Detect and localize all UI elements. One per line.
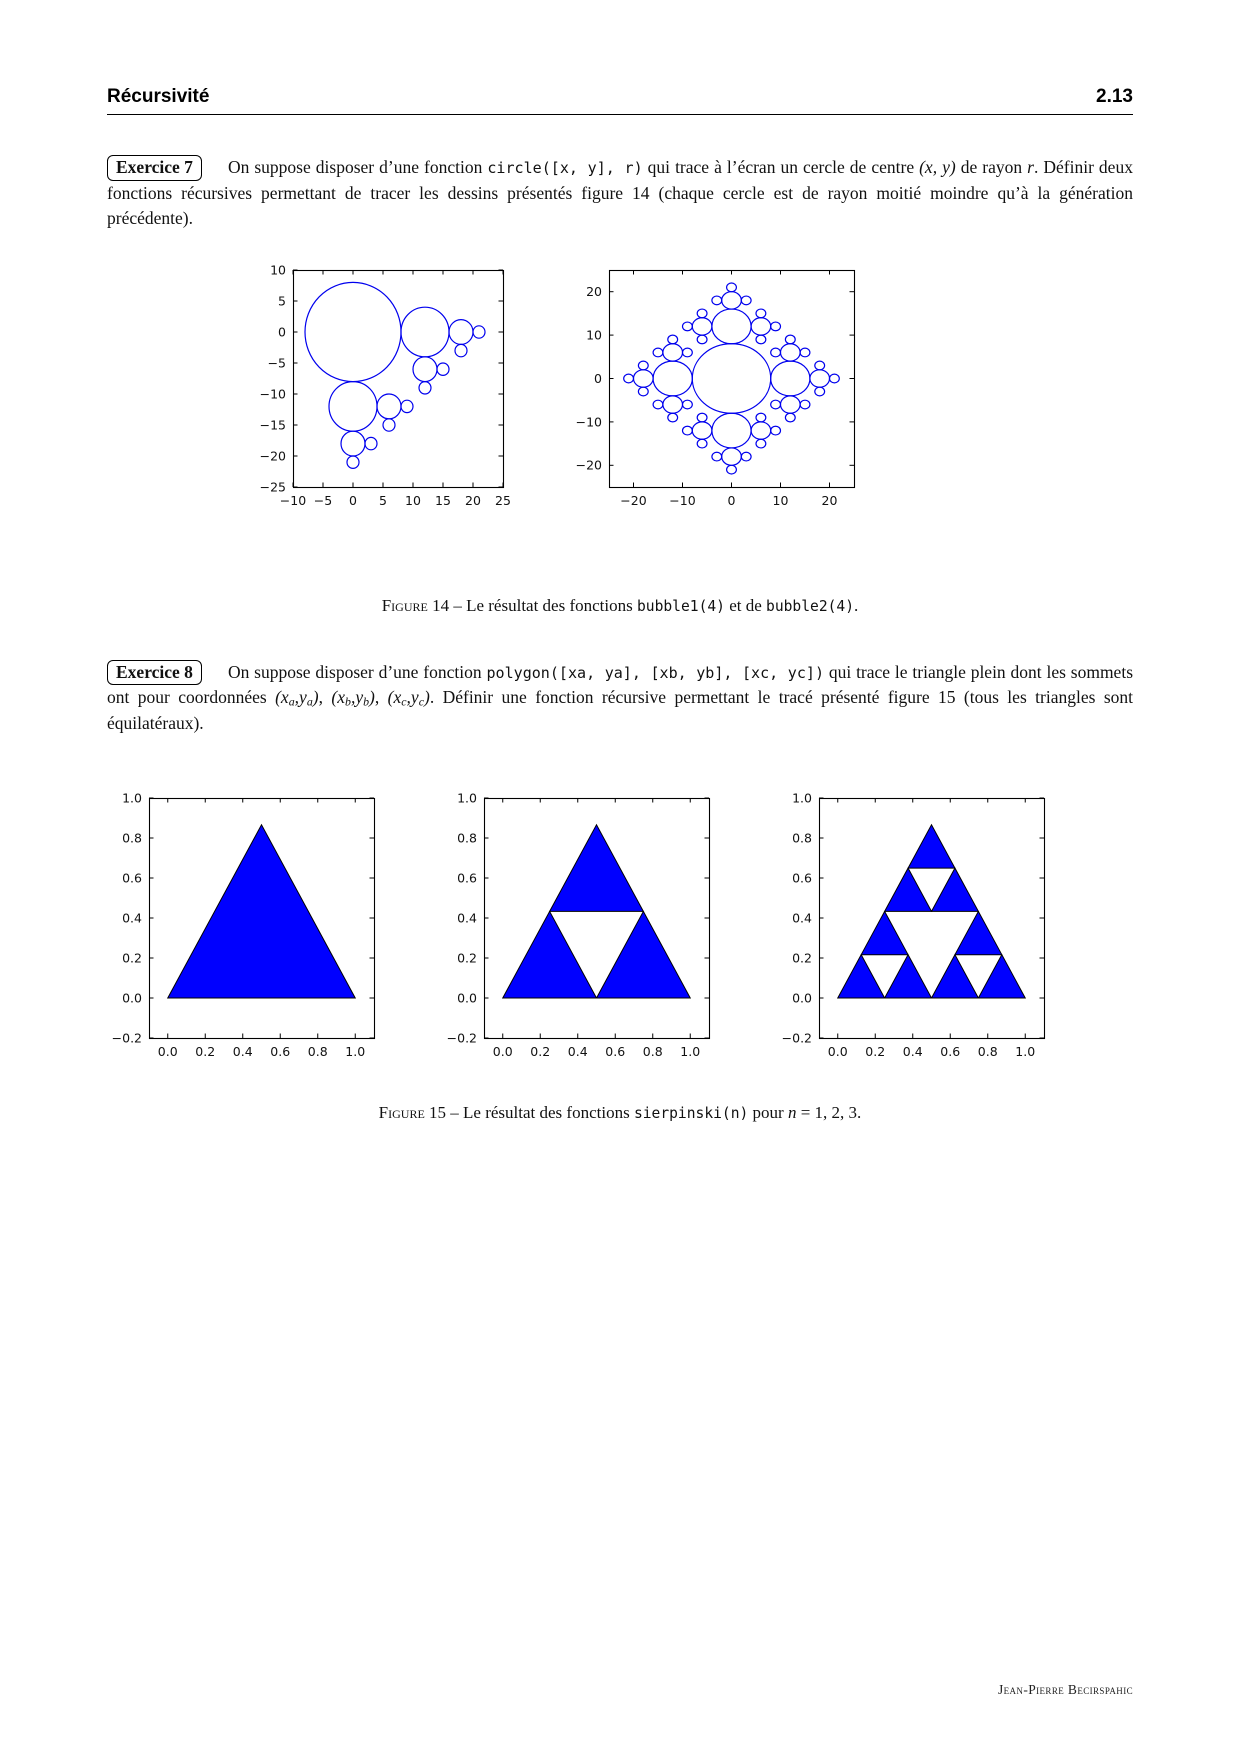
svg-text:−10: −10	[669, 493, 695, 508]
svg-text:1.0: 1.0	[1015, 1044, 1035, 1059]
exercise-8-text: On suppose disposer d’une fonction polyg…	[107, 661, 1133, 734]
exercise-7-label: Exercice 7	[107, 155, 202, 181]
svg-text:5: 5	[379, 493, 387, 508]
svg-text:0.0: 0.0	[792, 991, 812, 1006]
svg-text:−25: −25	[260, 479, 286, 494]
svg-text:0.2: 0.2	[792, 951, 812, 966]
svg-text:−10: −10	[260, 386, 286, 401]
svg-text:10: 10	[773, 493, 789, 508]
figure-15-caption: Figure 15 – Le résultat des fonctions si…	[378, 1103, 862, 1123]
figure-15: 0.0 0.2 0.4 0.6 0.8 1.0 1.0 0.8 0.6 0.4 0.2 0.0 −0.2…	[107, 790, 1133, 1069]
svg-text:20: 20	[465, 493, 481, 508]
svg-text:0: 0	[728, 493, 736, 508]
svg-text:0: 0	[278, 324, 286, 339]
svg-text:10: 10	[586, 327, 602, 342]
svg-text:0.6: 0.6	[457, 871, 477, 886]
page-header: Récursivité 2.13	[107, 86, 1133, 115]
svg-text:0.8: 0.8	[978, 1044, 998, 1059]
svg-text:0.0: 0.0	[122, 991, 142, 1006]
svg-text:0.8: 0.8	[308, 1044, 328, 1059]
svg-text:0.8: 0.8	[457, 831, 477, 846]
svg-text:−20: −20	[620, 493, 646, 508]
svg-text:10: 10	[405, 493, 421, 508]
svg-text:0.8: 0.8	[792, 831, 812, 846]
svg-text:−10: −10	[576, 414, 602, 429]
svg-text:0.0: 0.0	[493, 1044, 513, 1059]
svg-text:0.2: 0.2	[195, 1044, 215, 1059]
svg-text:0.0: 0.0	[158, 1044, 178, 1059]
sierpinski-1-plot: 0.0 0.2 0.4 0.6 0.8 1.0 1.0 0.8 0.6 0.4 0.2 0.0 −0.2	[107, 790, 382, 1069]
svg-text:0.4: 0.4	[233, 1044, 253, 1059]
svg-text:−5: −5	[268, 355, 286, 370]
svg-text:0.2: 0.2	[122, 951, 142, 966]
svg-text:1.0: 1.0	[680, 1044, 700, 1059]
bubble2-plot: −20 −10 0 10 20 20 10 0 −10 −20	[573, 262, 862, 518]
svg-text:−0.2: −0.2	[112, 1031, 142, 1046]
svg-text:25: 25	[495, 493, 511, 508]
svg-text:0.6: 0.6	[940, 1044, 960, 1059]
svg-text:0.2: 0.2	[457, 951, 477, 966]
svg-text:0.2: 0.2	[530, 1044, 550, 1059]
bubble1-plot: −10 −5 0 5 10 15 20 25 10 5 0 −5 −10 −15 −20 −25	[257, 262, 511, 518]
svg-text:0.4: 0.4	[122, 911, 142, 926]
svg-text:−10: −10	[280, 493, 306, 508]
svg-text:0.6: 0.6	[792, 871, 812, 886]
svg-text:−20: −20	[576, 457, 602, 472]
svg-text:0: 0	[349, 493, 357, 508]
svg-text:0.4: 0.4	[568, 1044, 588, 1059]
svg-text:0.0: 0.0	[457, 991, 477, 1006]
page-footer-author: Jean-Pierre Becirspahic	[997, 1682, 1133, 1697]
svg-text:1.0: 1.0	[122, 791, 142, 806]
svg-text:1.0: 1.0	[457, 791, 477, 806]
svg-text:−0.2: −0.2	[447, 1031, 477, 1046]
exercise-7-text: On suppose disposer d’une fonction circl…	[107, 157, 1133, 229]
svg-text:1.0: 1.0	[345, 1044, 365, 1059]
exercise-8-label: Exercice 8	[107, 659, 202, 686]
svg-text:15: 15	[435, 493, 451, 508]
figure-14: −10 −5 0 5 10 15 20 25 10 5 0 −5 −10 −15 −20 −25 −20 −10…	[257, 262, 1133, 518]
figure-14-caption: Figure 14 – Le résultat des fonctions bu…	[381, 595, 859, 615]
svg-text:−20: −20	[260, 448, 286, 463]
svg-text:0.4: 0.4	[457, 911, 477, 926]
svg-text:−15: −15	[260, 417, 286, 432]
svg-text:5: 5	[278, 293, 286, 308]
exercise-7: Exercice 7 On suppose disposer d’une fonc…	[107, 155, 1133, 232]
svg-text:0.6: 0.6	[605, 1044, 625, 1059]
svg-text:20: 20	[586, 284, 602, 299]
sierpinski-3-plot: 0.0 0.2 0.4 0.6 0.8 1.0 1.0 0.8 0.6 0.4 0.2 0.0 −0.2	[777, 790, 1052, 1069]
page-number: 2.13	[1096, 86, 1133, 107]
svg-text:20: 20	[822, 493, 838, 508]
svg-text:0: 0	[594, 370, 602, 385]
svg-text:0.6: 0.6	[270, 1044, 290, 1059]
svg-text:1.0: 1.0	[792, 791, 812, 806]
svg-text:0.0: 0.0	[828, 1044, 848, 1059]
sierpinski-2-plot: 0.0 0.2 0.4 0.6 0.8 1.0 1.0 0.8 0.6 0.4 0.2 0.0 −0.2	[442, 790, 717, 1069]
svg-text:−0.2: −0.2	[782, 1031, 812, 1046]
svg-text:0.2: 0.2	[865, 1044, 885, 1059]
svg-text:0.6: 0.6	[122, 871, 142, 886]
svg-text:0.4: 0.4	[792, 911, 812, 926]
section-title: Récursivité	[107, 86, 210, 107]
svg-text:0.4: 0.4	[903, 1044, 923, 1059]
exercise-8: Exercice 8 On suppose disposer d’une fonc…	[107, 659, 1133, 737]
svg-text:0.8: 0.8	[122, 831, 142, 846]
svg-text:10: 10	[270, 262, 286, 277]
svg-text:0.8: 0.8	[643, 1044, 663, 1059]
svg-text:−5: −5	[314, 493, 332, 508]
